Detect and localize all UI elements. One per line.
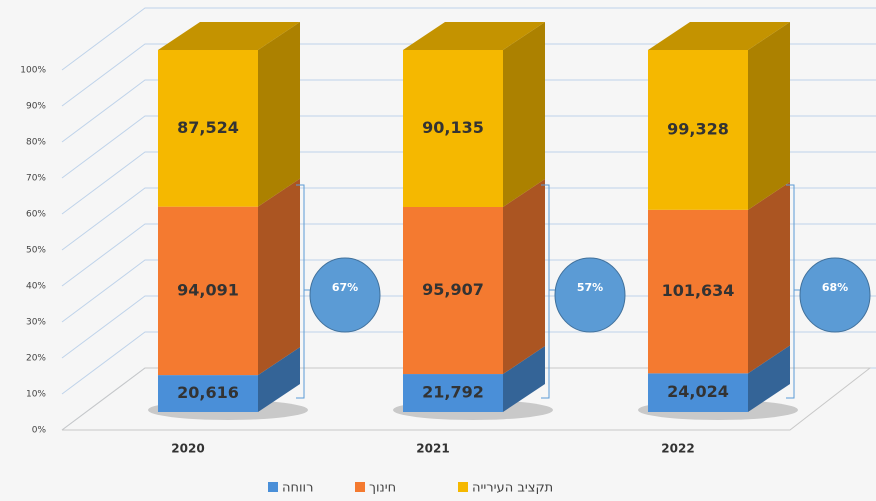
bar-side <box>258 347 300 412</box>
grid-line <box>61 43 876 107</box>
grid-line <box>61 295 876 359</box>
annotation: 67% <box>332 281 358 294</box>
bar <box>648 373 748 412</box>
bar-side <box>748 181 790 374</box>
x-tick-label: 2022 <box>661 442 694 456</box>
value-label: 99,328 <box>667 119 729 138</box>
bracket <box>786 184 795 399</box>
bar-side <box>258 22 300 207</box>
bar-side <box>748 22 790 210</box>
bar <box>158 206 258 376</box>
bar-side <box>503 346 545 412</box>
legend-swatch <box>268 482 278 492</box>
legend-label: תקציב העירייה <box>472 481 553 496</box>
y-tick-label: 90% <box>26 102 46 112</box>
y-tick-label: 80% <box>26 138 46 148</box>
grid-line <box>61 79 876 143</box>
annotation: 57% <box>577 281 603 294</box>
value-label: 95,907 <box>422 280 484 299</box>
grid-line <box>61 7 876 71</box>
y-tick-label: 70% <box>26 174 46 184</box>
legend-swatch <box>458 482 468 492</box>
y-tick-label: 0% <box>32 426 47 436</box>
y-tick-label: 100% <box>20 66 46 76</box>
annotation-bubble <box>799 257 871 333</box>
bar <box>403 206 503 375</box>
value-label: 20,616 <box>177 383 239 402</box>
grid-line <box>61 259 876 323</box>
annotation-bubble <box>554 257 626 333</box>
bar <box>158 375 258 412</box>
bar <box>158 50 258 207</box>
bar-top <box>158 22 300 50</box>
value-label: 101,634 <box>662 281 735 300</box>
bar <box>648 50 748 210</box>
y-tick-label: 10% <box>26 390 46 400</box>
y-tick-label: 40% <box>26 282 46 292</box>
value-label: 87,524 <box>177 118 239 137</box>
y-tick-label: 20% <box>26 354 46 364</box>
bar <box>648 209 748 374</box>
bar <box>403 50 503 207</box>
bar <box>403 374 503 412</box>
bar-side <box>258 178 300 376</box>
annotation: 68% <box>822 281 848 294</box>
grid-line <box>61 151 876 215</box>
grid-line <box>61 223 876 287</box>
bar-side <box>503 178 545 375</box>
grid-line <box>61 187 876 251</box>
grid-line <box>61 331 876 395</box>
bracket <box>541 184 550 399</box>
y-tick-label: 60% <box>26 210 46 220</box>
x-tick-label: 2021 <box>416 442 449 456</box>
floor <box>61 367 872 431</box>
legend-label: חינוך <box>369 481 396 496</box>
value-label: 90,135 <box>422 118 484 137</box>
bracket <box>296 184 305 399</box>
value-label: 94,091 <box>177 280 239 299</box>
y-tick-label: 50% <box>26 246 46 256</box>
grid-line <box>61 115 876 179</box>
x-tick-label: 2020 <box>171 442 204 456</box>
bar-top <box>648 22 790 50</box>
annotation-bubble <box>309 257 381 333</box>
bar-side <box>503 22 545 207</box>
bar-top <box>403 22 545 50</box>
y-tick-label: 30% <box>26 318 46 328</box>
legend-swatch <box>355 482 365 492</box>
legend-label: רווחה <box>282 481 313 496</box>
value-label: 21,792 <box>422 383 484 402</box>
bar-side <box>748 345 790 412</box>
value-label: 24,024 <box>667 382 729 401</box>
